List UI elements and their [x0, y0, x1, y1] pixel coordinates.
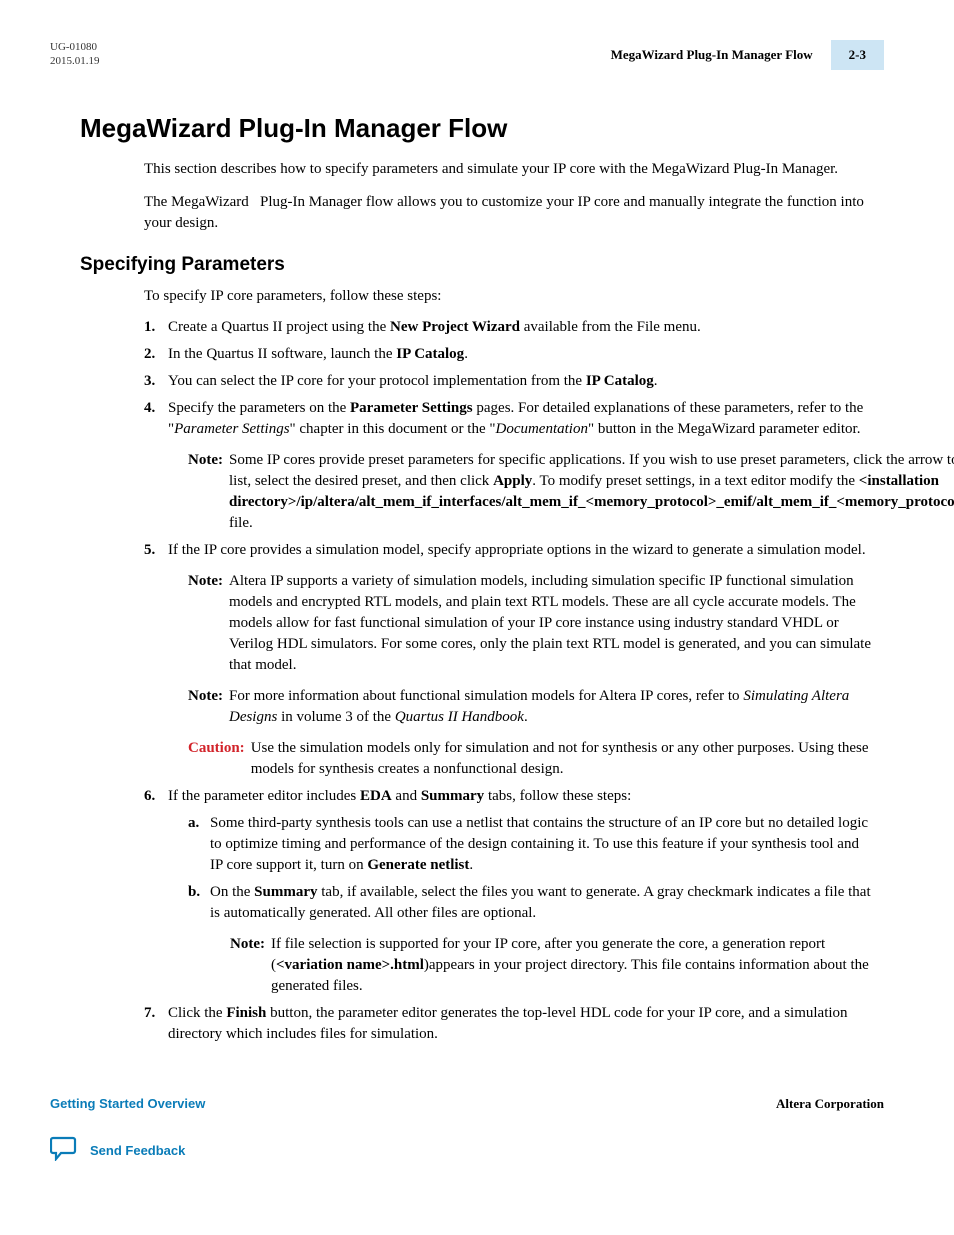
text: Altera IP supports a variety of simulati…: [229, 573, 655, 589]
step-number: 1.: [144, 317, 155, 338]
note-label: Note:: [188, 686, 223, 728]
bold: IP Catalog: [396, 346, 464, 362]
step-number: 6.: [144, 786, 155, 807]
h2-intro-block: To specify IP core parameters, follow th…: [144, 286, 874, 307]
text: If the IP core provides a simulation mod…: [168, 542, 866, 558]
bold: EDA: [360, 788, 392, 804]
text: tabs, follow these steps:: [484, 788, 631, 804]
substeps-list: a. Some third-party synthesis tools can …: [188, 813, 874, 997]
footer-left-link[interactable]: Getting Started Overview: [50, 1095, 205, 1113]
note-label: Note:: [188, 450, 223, 534]
step-number: 2.: [144, 344, 155, 365]
substep-b: b. On the Summary tab, if available, sel…: [188, 882, 874, 997]
step-number: 5.: [144, 540, 155, 561]
text: in volume 3 of the: [277, 709, 394, 725]
step-number: 3.: [144, 371, 155, 392]
bold: Finish: [226, 1005, 266, 1021]
note-body: If file selection is supported for your …: [271, 934, 874, 997]
text: On the: [210, 884, 254, 900]
step-7: 7. Click the Finish button, the paramete…: [144, 1003, 874, 1045]
text: If the parameter editor includes: [168, 788, 360, 804]
page-number: 2-3: [831, 40, 884, 70]
step-6: 6. If the parameter editor includes EDA …: [144, 786, 874, 997]
text: Create a Quartus II project using the: [168, 319, 390, 335]
text: available from the File menu.: [520, 319, 701, 335]
intro-para-2: The MegaWizard Plug-In Manager flow allo…: [144, 192, 874, 234]
page-footer: Getting Started Overview Altera Corporat…: [50, 1095, 884, 1113]
bold: Summary: [254, 884, 317, 900]
bold: New Project Wizard: [390, 319, 520, 335]
bold: Apply: [493, 473, 532, 489]
text: file.: [229, 515, 253, 531]
text: list, select the desired preset, and the…: [229, 473, 493, 489]
doc-id: UG-01080: [50, 40, 100, 54]
bold: IP Catalog: [586, 373, 654, 389]
step-1: 1. Create a Quartus II project using the…: [144, 317, 874, 338]
note-block: Note: For more information about functio…: [188, 686, 874, 728]
substep-number: a.: [188, 813, 199, 834]
text: Click the: [168, 1005, 226, 1021]
text: " button in the MegaWizard parameter edi…: [588, 421, 861, 437]
step-number: 4.: [144, 398, 155, 419]
step-5: 5. If the IP core provides a simulation …: [144, 540, 874, 780]
send-feedback-link[interactable]: Send Feedback: [90, 1142, 185, 1160]
note-block: Note: Some IP cores provide preset param…: [188, 450, 874, 534]
step-4: 4. Specify the parameters on the Paramet…: [144, 398, 874, 534]
caution-label: Caution:: [188, 738, 245, 780]
heading-2: Specifying Parameters: [80, 252, 884, 279]
text: .: [654, 373, 658, 389]
text: Plug-In Manager flow allows you to custo…: [144, 194, 864, 231]
italic: Parameter Settings: [174, 421, 289, 437]
text: .: [464, 346, 468, 362]
feedback-icon[interactable]: [50, 1135, 78, 1166]
doc-date: 2015.01.19: [50, 54, 100, 68]
header-title: MegaWizard Plug-In Manager Flow: [611, 46, 813, 64]
steps-list: 1. Create a Quartus II project using the…: [144, 317, 874, 1045]
italic: Quartus II Handbook: [395, 709, 524, 725]
bold: Generate netlist: [367, 857, 469, 873]
step-number: 7.: [144, 1003, 155, 1024]
italic: Documentation: [495, 421, 587, 437]
caution-block: Caution: Use the simulation models only …: [188, 738, 874, 780]
intro-block: This section describes how to specify pa…: [144, 159, 874, 234]
text: .: [469, 857, 473, 873]
header-right: MegaWizard Plug-In Manager Flow 2-3: [611, 40, 884, 70]
text: Some third-party synthesis tools can use…: [210, 815, 868, 873]
text: You can select the IP core for your prot…: [168, 373, 586, 389]
intro-para-1: This section describes how to specify pa…: [144, 159, 874, 180]
caution-body: Use the simulation models only for simul…: [251, 738, 874, 780]
bold: Summary: [421, 788, 484, 804]
substep-a: a. Some third-party synthesis tools can …: [188, 813, 874, 876]
header-doc-info: UG-01080 2015.01.19: [50, 40, 100, 69]
text: . To modify preset settings, in a text e…: [532, 473, 859, 489]
note-label: Note:: [188, 571, 223, 676]
text: In the Quartus II software, launch the: [168, 346, 396, 362]
note-body: Some IP cores provide preset parameters …: [229, 450, 954, 534]
h2-intro: To specify IP core parameters, follow th…: [144, 286, 874, 307]
substep-number: b.: [188, 882, 200, 903]
text: Specify the parameters on the: [168, 400, 350, 416]
heading-1: MegaWizard Plug-In Manager Flow: [80, 110, 884, 146]
feedback-row: Send Feedback: [50, 1135, 884, 1166]
bold: Parameter Settings: [350, 400, 473, 416]
text: The MegaWizard: [144, 194, 249, 210]
page-header: UG-01080 2015.01.19 MegaWizard Plug-In M…: [50, 40, 884, 70]
text: " chapter in this document or the ": [290, 421, 496, 437]
note-body: Altera IP supports a variety of simulati…: [229, 571, 874, 676]
text: and: [392, 788, 421, 804]
text: button, the parameter editor generates t…: [168, 1005, 848, 1042]
text: .: [524, 709, 528, 725]
note-block: Note: Altera IP supports a variety of si…: [188, 571, 874, 676]
text: Some IP cores provide preset parameters …: [229, 452, 954, 468]
bold: <variation name>.html: [276, 957, 424, 973]
text: For more information about functional si…: [229, 688, 743, 704]
footer-right: Altera Corporation: [776, 1095, 884, 1113]
note-label: Note:: [230, 934, 265, 997]
step-2: 2. In the Quartus II software, launch th…: [144, 344, 874, 365]
step-3: 3. You can select the IP core for your p…: [144, 371, 874, 392]
note-body: For more information about functional si…: [229, 686, 874, 728]
note-block: Note: If file selection is supported for…: [230, 934, 874, 997]
